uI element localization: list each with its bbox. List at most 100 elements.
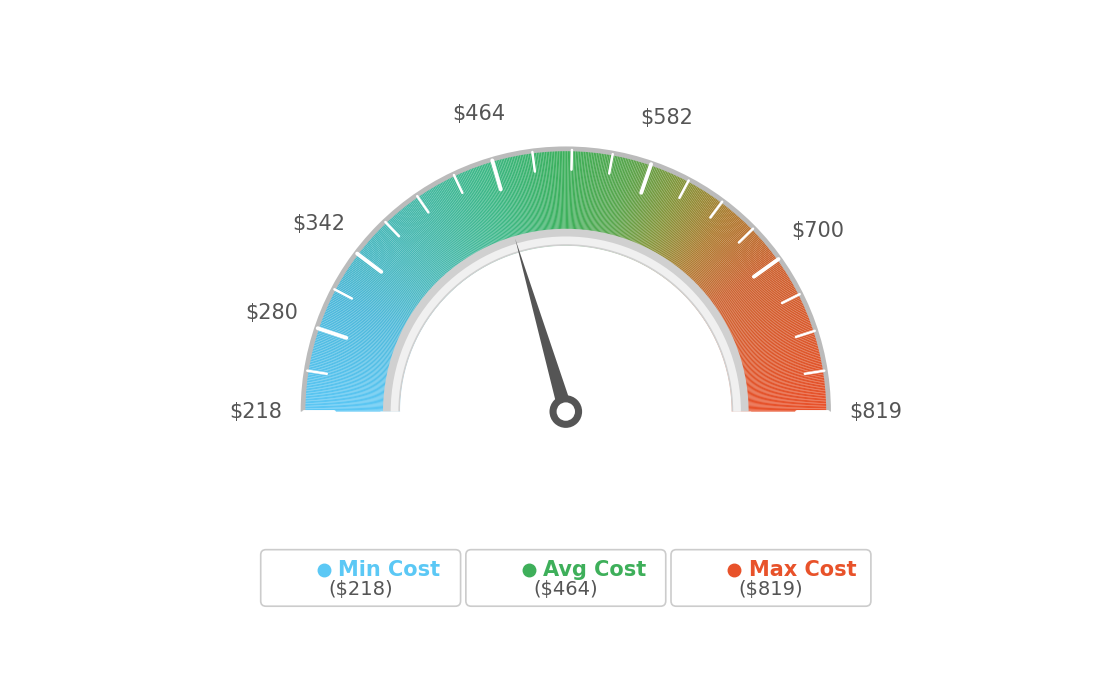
Wedge shape — [336, 284, 421, 332]
Text: $819: $819 — [850, 402, 903, 422]
Wedge shape — [620, 163, 654, 255]
Wedge shape — [548, 149, 555, 246]
Wedge shape — [675, 213, 740, 287]
Wedge shape — [363, 243, 438, 306]
Wedge shape — [683, 227, 754, 296]
Wedge shape — [348, 264, 428, 319]
Wedge shape — [514, 153, 534, 249]
Wedge shape — [664, 200, 723, 279]
Wedge shape — [730, 374, 826, 388]
Wedge shape — [655, 190, 708, 273]
Wedge shape — [321, 313, 412, 351]
Wedge shape — [306, 368, 402, 386]
Wedge shape — [373, 232, 445, 299]
Wedge shape — [333, 286, 421, 333]
Wedge shape — [715, 299, 805, 342]
Wedge shape — [561, 148, 564, 246]
Wedge shape — [713, 292, 800, 337]
Wedge shape — [650, 185, 701, 270]
Wedge shape — [728, 351, 822, 375]
Wedge shape — [302, 402, 401, 406]
Wedge shape — [594, 152, 612, 248]
Wedge shape — [615, 161, 646, 254]
Wedge shape — [586, 150, 601, 247]
Wedge shape — [302, 398, 401, 404]
Wedge shape — [578, 149, 587, 246]
Wedge shape — [616, 161, 647, 254]
Wedge shape — [688, 234, 761, 300]
Wedge shape — [446, 177, 491, 264]
Wedge shape — [731, 402, 829, 406]
Wedge shape — [697, 250, 775, 310]
Wedge shape — [369, 237, 443, 302]
Wedge shape — [391, 237, 741, 411]
Wedge shape — [404, 203, 465, 281]
Wedge shape — [436, 182, 485, 268]
Wedge shape — [707, 273, 790, 326]
Wedge shape — [661, 197, 719, 277]
Wedge shape — [619, 162, 651, 255]
Wedge shape — [725, 343, 820, 369]
Wedge shape — [707, 272, 789, 324]
Wedge shape — [454, 173, 496, 262]
Wedge shape — [614, 160, 644, 253]
Wedge shape — [680, 221, 749, 293]
Text: $218: $218 — [229, 402, 282, 422]
Wedge shape — [370, 235, 443, 302]
Wedge shape — [660, 195, 716, 276]
Wedge shape — [720, 313, 810, 351]
Wedge shape — [597, 153, 617, 249]
Wedge shape — [325, 304, 415, 345]
Wedge shape — [607, 157, 633, 251]
Wedge shape — [598, 154, 620, 249]
Wedge shape — [346, 266, 427, 321]
Wedge shape — [470, 166, 507, 257]
Wedge shape — [305, 375, 402, 390]
Wedge shape — [729, 366, 825, 384]
Wedge shape — [724, 337, 818, 365]
Wedge shape — [414, 196, 471, 276]
Wedge shape — [556, 148, 561, 246]
Wedge shape — [328, 298, 416, 341]
Wedge shape — [731, 380, 827, 393]
Wedge shape — [307, 362, 403, 382]
Wedge shape — [652, 187, 704, 270]
Wedge shape — [466, 168, 503, 258]
Wedge shape — [426, 188, 479, 271]
Wedge shape — [576, 149, 584, 246]
Wedge shape — [645, 180, 692, 266]
Wedge shape — [630, 170, 670, 259]
Wedge shape — [718, 306, 807, 346]
Wedge shape — [731, 390, 828, 399]
Wedge shape — [558, 148, 562, 246]
Wedge shape — [633, 171, 673, 260]
Wedge shape — [381, 224, 450, 294]
Wedge shape — [716, 301, 805, 343]
Wedge shape — [496, 157, 522, 252]
Wedge shape — [599, 154, 622, 250]
Wedge shape — [574, 149, 581, 246]
Wedge shape — [342, 272, 425, 324]
FancyBboxPatch shape — [261, 550, 460, 607]
Wedge shape — [623, 165, 658, 257]
Wedge shape — [465, 168, 502, 259]
Wedge shape — [639, 176, 683, 264]
Wedge shape — [489, 159, 519, 253]
Wedge shape — [667, 204, 729, 282]
Wedge shape — [677, 217, 743, 289]
Wedge shape — [604, 156, 628, 250]
Wedge shape — [601, 155, 623, 250]
Wedge shape — [546, 149, 554, 246]
Wedge shape — [461, 170, 501, 259]
Wedge shape — [474, 165, 509, 257]
Wedge shape — [523, 152, 540, 248]
Wedge shape — [731, 388, 828, 398]
Wedge shape — [307, 361, 403, 380]
Wedge shape — [729, 367, 826, 384]
Wedge shape — [730, 377, 827, 391]
Wedge shape — [726, 348, 821, 373]
Wedge shape — [304, 395, 401, 402]
Wedge shape — [722, 324, 815, 357]
Wedge shape — [593, 152, 611, 248]
Wedge shape — [355, 252, 434, 312]
